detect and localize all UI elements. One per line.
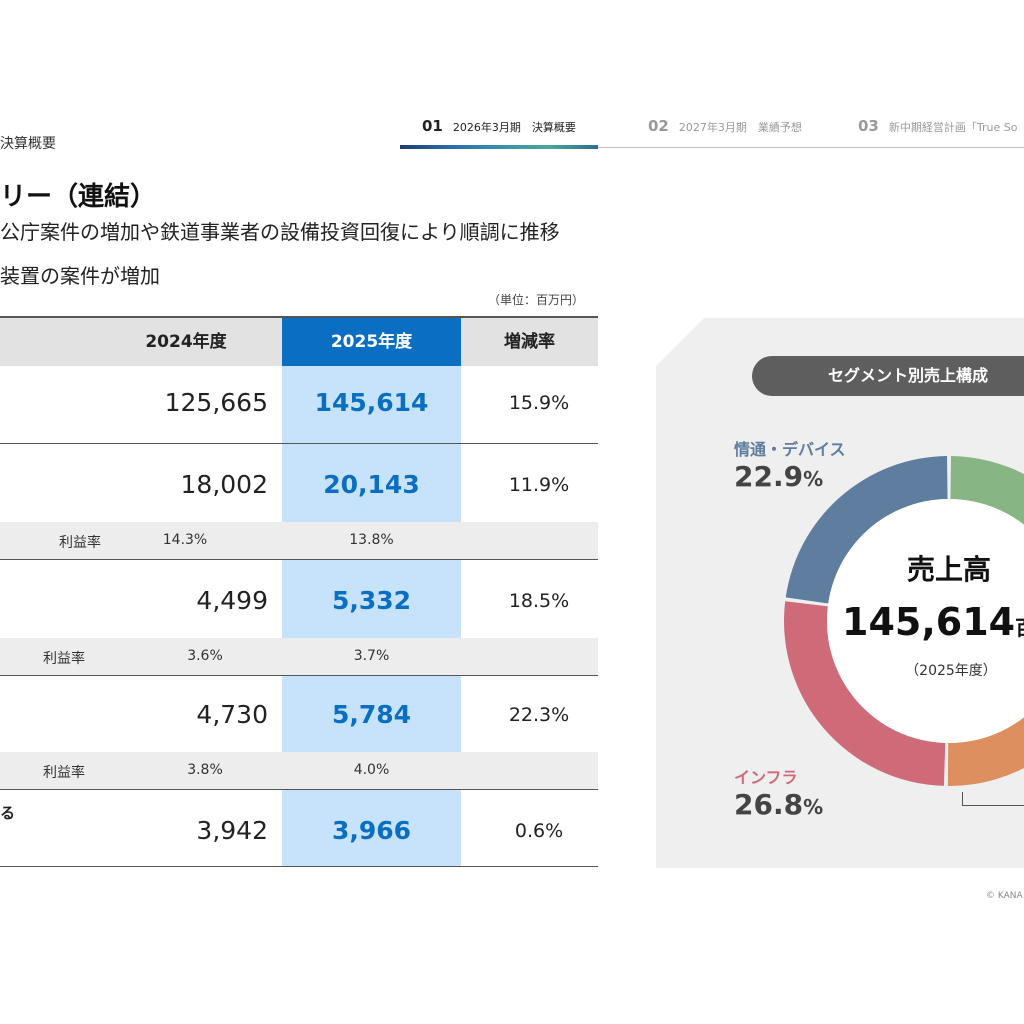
segment-share-infra: 26.8% (734, 788, 823, 821)
segment-label-infra: インフラ (734, 768, 798, 787)
column-header-2024: 2024年度 (145, 332, 227, 352)
segment-share-devices: 22.9% (734, 460, 823, 493)
nav-divider (400, 147, 1024, 148)
nav-tab-number: 03 (858, 117, 879, 135)
donut-center-value: 145,614百万円 (842, 600, 1024, 644)
margin-2024: 3.6% (187, 648, 223, 664)
donut-center-title: 売上高 (906, 553, 991, 586)
table-row-operating-profit: 4,499 5,332 18.5% (0, 560, 598, 638)
margin-2025: 4.0% (353, 762, 390, 778)
segment-donut (784, 456, 1024, 786)
value-2025: 145,614 (314, 388, 429, 417)
copyright: © KANA (986, 891, 1023, 901)
segment-share-unit: % (803, 795, 824, 819)
nav-tab-label: 2026年3月期 決算概要 (452, 121, 576, 134)
margin-2025: 3.7% (353, 648, 390, 664)
table-header: 2024年度 2025年度 増減率 (0, 316, 598, 366)
nav-active-indicator (400, 145, 598, 149)
nav-tab-01[interactable]: 01 2026年3月期 決算概要 (422, 117, 576, 135)
nav-tab-number: 01 (422, 117, 443, 135)
value-2024: 18,002 (180, 470, 268, 499)
donut-hole (827, 499, 1024, 743)
leader-line (962, 792, 1024, 806)
segment-share-unit: % (803, 467, 824, 491)
value-2024: 4,730 (196, 700, 268, 729)
donut-slice (784, 601, 946, 786)
nav-tab-label: 2027年3月期 業績予想 (678, 121, 802, 134)
segment-panel-title: セグメント別売上構成 (752, 356, 1024, 396)
table-row-net-sales: 125,665 145,614 15.9% (0, 364, 598, 444)
margin-2025: 13.8% (349, 532, 394, 548)
donut-slice (947, 717, 1024, 786)
page-title: リー（連結） (0, 182, 157, 212)
change-rate: 0.6% (514, 820, 564, 842)
change-rate: 11.9% (508, 474, 570, 496)
table-row-margin: 利益率 3.6% 3.7% (0, 638, 598, 676)
margin-2024: 3.8% (187, 762, 223, 778)
value-2025: 20,143 (323, 470, 420, 499)
table-row-margin: 利益率 14.3% 13.8% (0, 522, 598, 560)
donut-group (784, 456, 1024, 786)
donut-center-subtitle: （2025年度） (905, 663, 997, 679)
donut-center-unit: 百万円 (1015, 616, 1024, 640)
section-nav: 01 2026年3月期 決算概要 02 2027年3月期 業績予想 03 新中期経営計… (400, 117, 1024, 151)
value-2025: 3,966 (331, 816, 412, 845)
donut-center-number: 145,614 (842, 600, 1016, 644)
table-row-margin: 利益率 3.8% 4.0% (0, 752, 598, 790)
table-row-ordinary-profit: 4,730 5,784 22.3% (0, 676, 598, 752)
unit-note: （単位：百万円） (488, 293, 585, 307)
section-label: 決算概要 (0, 136, 56, 152)
nav-tab-03[interactable]: 03 新中期経営計画「True So (858, 117, 1017, 135)
nav-tab-label: 新中期経営計画「True So (888, 121, 1018, 134)
segment-label-devices: 情通・デバイス (734, 440, 846, 459)
donut-slice (950, 456, 1024, 525)
table-row-gross-profit: 18,002 20,143 11.9% (0, 444, 598, 522)
value-2024-text: 125,665 (164, 388, 268, 417)
table-row-net-income: る 3,942 3,966 0.6% (0, 790, 598, 867)
segment-share-number: 22.9 (734, 460, 804, 493)
segment-share-number: 26.8 (734, 788, 804, 821)
margin-label: 利益率 (43, 651, 85, 667)
row-label: る (0, 804, 16, 822)
margin-label: 利益率 (43, 765, 85, 781)
change-rate: 22.3% (508, 704, 570, 726)
donut-slice (785, 456, 948, 604)
value-2024: 125,665 (104, 388, 268, 417)
nav-tab-02[interactable]: 02 2027年3月期 業績予想 (648, 117, 802, 135)
summary-bullet-1: 公庁案件の増加や鉄道事業者の設備投資回復により順調に推移 (0, 220, 560, 244)
column-header-rate: 増減率 (504, 332, 555, 352)
summary-bullet-2: 装置の案件が増加 (0, 264, 160, 288)
value-2024: 3,942 (196, 816, 268, 845)
column-header-2025: 2025年度 (282, 318, 461, 366)
value-2024: 4,499 (196, 586, 268, 615)
margin-label: 利益率 (59, 535, 101, 551)
margin-2024: 14.3% (162, 532, 208, 548)
nav-tab-number: 02 (648, 117, 669, 135)
value-2025: 5,784 (331, 700, 412, 729)
change-rate: 18.5% (508, 590, 570, 612)
change-rate: 15.9% (508, 392, 570, 414)
value-2025: 5,332 (331, 586, 412, 615)
